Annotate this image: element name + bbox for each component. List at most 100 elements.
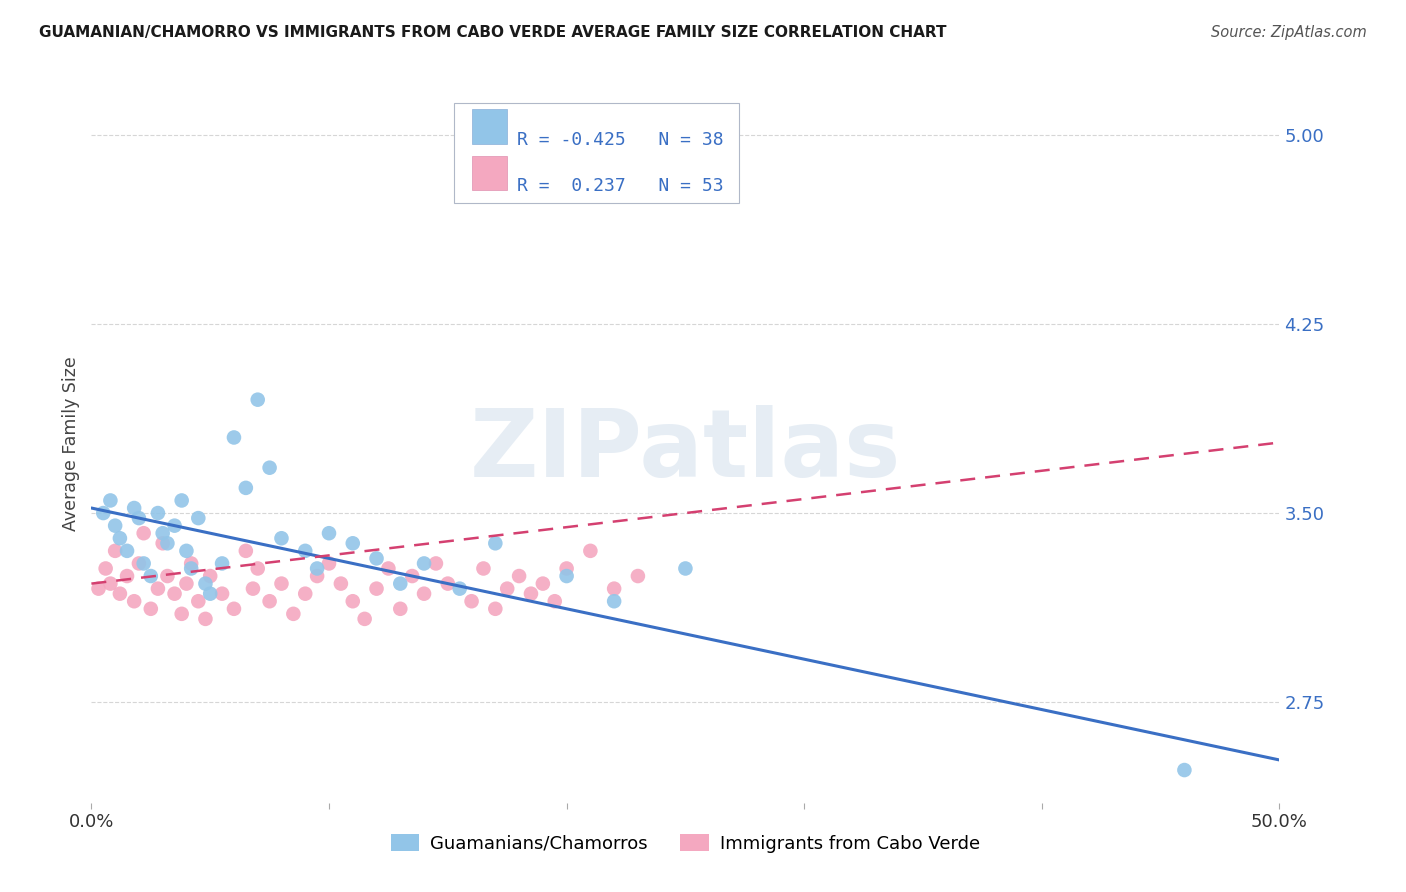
- Point: [460, 594, 482, 608]
- Legend: Guamanians/Chamorros, Immigrants from Cabo Verde: Guamanians/Chamorros, Immigrants from Ca…: [384, 827, 987, 860]
- Point: [246, 561, 269, 575]
- Point: [187, 511, 209, 525]
- Text: R = -0.425   N = 38: R = -0.425 N = 38: [517, 131, 723, 149]
- Point: [163, 518, 186, 533]
- Point: [329, 576, 352, 591]
- Point: [152, 536, 174, 550]
- Point: [156, 536, 179, 550]
- Point: [673, 561, 696, 575]
- Point: [104, 518, 127, 533]
- Point: [146, 582, 169, 596]
- Point: [389, 576, 412, 591]
- Point: [108, 587, 131, 601]
- Point: [603, 594, 626, 608]
- Point: [401, 569, 423, 583]
- Point: [342, 536, 364, 550]
- Point: [425, 557, 447, 571]
- Point: [235, 481, 257, 495]
- Point: [194, 576, 217, 591]
- Point: [211, 557, 233, 571]
- Text: R =  0.237   N = 53: R = 0.237 N = 53: [517, 178, 723, 195]
- Point: [100, 576, 122, 591]
- Point: [318, 557, 340, 571]
- Point: [259, 594, 281, 608]
- Point: [366, 582, 388, 596]
- Point: [100, 493, 122, 508]
- Point: [222, 430, 245, 444]
- Point: [176, 544, 198, 558]
- Point: [294, 587, 316, 601]
- Point: [496, 582, 519, 596]
- Point: [211, 587, 233, 601]
- Point: [104, 544, 127, 558]
- Point: [436, 576, 458, 591]
- Point: [377, 561, 399, 575]
- Point: [187, 594, 209, 608]
- Point: [242, 582, 264, 596]
- Point: [342, 594, 364, 608]
- Point: [449, 582, 471, 596]
- Point: [132, 557, 155, 571]
- Point: [87, 582, 110, 596]
- Point: [156, 569, 179, 583]
- Point: [170, 493, 193, 508]
- Point: [139, 569, 162, 583]
- Point: [152, 526, 174, 541]
- Point: [531, 576, 554, 591]
- Text: GUAMANIAN/CHAMORRO VS IMMIGRANTS FROM CABO VERDE AVERAGE FAMILY SIZE CORRELATION: GUAMANIAN/CHAMORRO VS IMMIGRANTS FROM CA…: [39, 25, 946, 40]
- Point: [520, 587, 543, 601]
- Point: [108, 531, 131, 545]
- Point: [508, 569, 530, 583]
- Point: [180, 561, 202, 575]
- Point: [307, 561, 329, 575]
- Point: [91, 506, 114, 520]
- Point: [1173, 763, 1195, 777]
- Point: [122, 501, 145, 516]
- Bar: [471, 156, 508, 190]
- Point: [555, 561, 578, 575]
- Point: [194, 612, 217, 626]
- Point: [132, 526, 155, 541]
- Point: [128, 557, 150, 571]
- Point: [544, 594, 567, 608]
- Point: [235, 544, 257, 558]
- Point: [246, 392, 269, 407]
- Point: [122, 594, 145, 608]
- Point: [115, 569, 138, 583]
- Point: [413, 557, 436, 571]
- Point: [555, 569, 578, 583]
- Point: [270, 531, 292, 545]
- Text: Source: ZipAtlas.com: Source: ZipAtlas.com: [1211, 25, 1367, 40]
- Point: [413, 587, 436, 601]
- Point: [353, 612, 375, 626]
- Point: [484, 602, 506, 616]
- Y-axis label: Average Family Size: Average Family Size: [62, 357, 80, 531]
- Point: [270, 576, 292, 591]
- Point: [366, 551, 388, 566]
- Point: [222, 602, 245, 616]
- Point: [163, 587, 186, 601]
- Point: [146, 506, 169, 520]
- Point: [389, 602, 412, 616]
- Point: [472, 561, 495, 575]
- Point: [294, 544, 316, 558]
- Point: [484, 536, 506, 550]
- Point: [627, 569, 650, 583]
- Point: [139, 602, 162, 616]
- Point: [170, 607, 193, 621]
- Point: [318, 526, 340, 541]
- Point: [579, 544, 602, 558]
- Text: ZIPatlas: ZIPatlas: [470, 405, 901, 497]
- Point: [115, 544, 138, 558]
- FancyBboxPatch shape: [454, 103, 740, 203]
- Point: [283, 607, 305, 621]
- Bar: [471, 109, 508, 144]
- Point: [180, 557, 202, 571]
- Point: [176, 576, 198, 591]
- Point: [200, 587, 222, 601]
- Point: [259, 460, 281, 475]
- Point: [200, 569, 222, 583]
- Point: [94, 561, 117, 575]
- Point: [603, 582, 626, 596]
- Point: [307, 569, 329, 583]
